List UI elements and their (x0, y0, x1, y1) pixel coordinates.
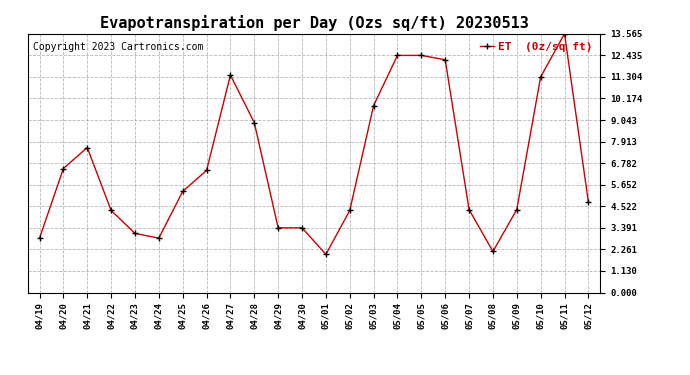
ET  (0z/sq ft) (393, 53, 402, 58)
ET  (0z/sq ft) (107, 208, 115, 213)
ET  (0z/sq ft) (346, 208, 354, 213)
Title: Evapotranspiration per Day (Ozs sq/ft) 20230513: Evapotranspiration per Day (Ozs sq/ft) 2… (99, 15, 529, 31)
ET  (0z/sq ft) (537, 75, 545, 79)
ET  (0z/sq ft) (489, 249, 497, 254)
ET  (0z/sq ft) (274, 226, 282, 230)
ET  (0z/sq ft) (441, 57, 449, 62)
ET  (0z/sq ft) (250, 120, 259, 125)
ET  (0z/sq ft) (322, 252, 330, 257)
ET  (0z/sq ft) (179, 189, 187, 194)
ET  (0z/sq ft) (513, 207, 521, 212)
ET  (0z/sq ft) (369, 104, 377, 108)
ET  (0z/sq ft) (83, 145, 91, 150)
ET  (0z/sq ft) (35, 236, 43, 240)
Line: ET  (0z/sq ft): ET (0z/sq ft) (37, 31, 591, 257)
ET  (0z/sq ft) (298, 226, 306, 230)
Text: Copyright 2023 Cartronics.com: Copyright 2023 Cartronics.com (33, 42, 204, 51)
ET  (0z/sq ft) (417, 53, 426, 58)
ET  (0z/sq ft) (155, 236, 163, 240)
ET  (0z/sq ft) (202, 168, 210, 172)
ET  (0z/sq ft) (560, 32, 569, 36)
Legend: ET  (0z/sq ft): ET (0z/sq ft) (478, 39, 595, 54)
ET  (0z/sq ft) (584, 200, 593, 204)
ET  (0z/sq ft) (131, 231, 139, 236)
ET  (0z/sq ft) (226, 73, 235, 77)
ET  (0z/sq ft) (59, 166, 68, 171)
ET  (0z/sq ft) (465, 207, 473, 212)
